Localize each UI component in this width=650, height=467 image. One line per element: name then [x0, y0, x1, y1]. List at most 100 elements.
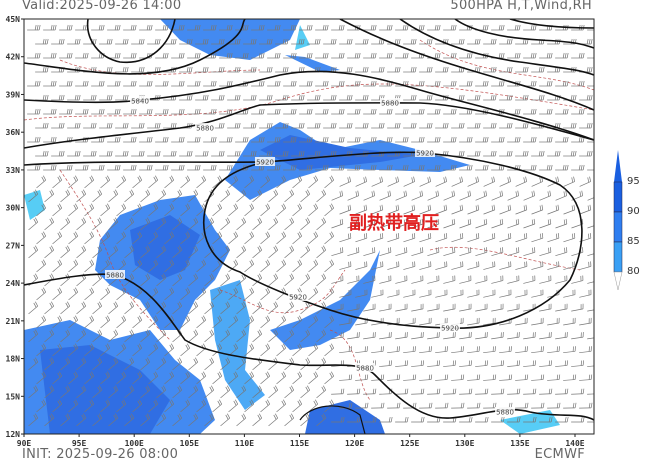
wind-barb — [83, 122, 97, 129]
wind-barb — [331, 80, 345, 87]
wind-barb — [212, 203, 223, 217]
wind-barb — [475, 218, 488, 229]
wind-barb — [491, 218, 504, 229]
rh-area — [210, 280, 265, 410]
wind-barb — [204, 413, 215, 427]
wind-barb — [156, 217, 167, 231]
wind-barb — [355, 289, 368, 298]
wind-barb — [99, 122, 113, 129]
wind-barb — [324, 175, 335, 189]
chart-title: 500HPA H,T,Wind,RH — [450, 0, 592, 13]
wind-barb — [268, 189, 279, 203]
wind-barb — [92, 413, 103, 427]
wind-barb — [515, 261, 528, 270]
wind-barb — [228, 259, 239, 273]
contour-line — [454, 19, 594, 49]
wind-barb — [539, 136, 553, 143]
border-line — [59, 59, 261, 75]
wind-barb — [28, 357, 39, 371]
lon-tick-label: 90E — [17, 439, 32, 448]
wind-barb — [427, 388, 441, 395]
wind-barb — [91, 108, 105, 115]
wind-barb — [315, 164, 329, 171]
wind-barb — [211, 94, 225, 101]
wind-barb — [331, 388, 345, 395]
wind-barb — [419, 38, 433, 45]
contour-label-bg — [495, 407, 515, 416]
wind-barb — [324, 287, 335, 301]
wind-barb — [355, 176, 367, 187]
wind-barb — [268, 245, 279, 259]
contour-label: 5880 — [381, 100, 399, 108]
wind-barb — [116, 399, 127, 413]
wind-barb — [299, 80, 313, 87]
wind-barb — [587, 336, 594, 340]
wind-barb — [107, 80, 121, 87]
wind-barb — [132, 343, 143, 357]
rh-area — [24, 190, 45, 220]
wind-barb — [555, 247, 568, 257]
wind-barb — [116, 175, 127, 189]
wind-barb — [491, 80, 505, 87]
wind-barb — [571, 332, 584, 340]
wind-barb — [331, 24, 345, 31]
wind-barb — [211, 66, 225, 73]
wind-barb — [219, 108, 233, 115]
wind-barb — [491, 360, 504, 367]
wind-barb — [555, 416, 569, 423]
wind-barb — [155, 108, 169, 115]
wind-barb — [155, 136, 169, 143]
wind-barb — [331, 332, 344, 340]
wind-barb — [251, 136, 265, 143]
wind-barb — [323, 122, 337, 129]
wind-barb — [435, 233, 448, 243]
wind-barb — [355, 402, 369, 409]
wind-barb — [371, 289, 384, 298]
wind-barb — [324, 371, 335, 385]
wind-barb — [363, 303, 376, 312]
wind-barb — [339, 233, 352, 243]
wind-barb — [523, 275, 536, 284]
wind-barb — [515, 122, 529, 129]
contour-label-bg — [105, 270, 125, 279]
wind-barb — [315, 52, 329, 59]
wind-barb — [563, 402, 577, 409]
wind-barb — [395, 247, 408, 257]
wind-barb — [292, 315, 303, 329]
wind-barb — [387, 261, 400, 270]
wind-barb — [315, 136, 329, 143]
wind-barb — [268, 273, 279, 287]
wind-barb — [491, 136, 505, 143]
wind-barb — [52, 343, 63, 357]
wind-barb — [300, 217, 311, 231]
wind-barb — [124, 189, 135, 203]
wind-barb — [451, 289, 464, 298]
wind-barb — [451, 122, 465, 129]
wind-barb — [347, 416, 361, 423]
wind-barb — [443, 190, 456, 201]
wind-barb — [523, 388, 537, 395]
wind-barb — [515, 374, 529, 381]
wind-barb — [284, 273, 295, 287]
wind-barb — [451, 38, 465, 45]
wind-barb — [379, 218, 392, 229]
contour-line — [24, 151, 583, 329]
wind-barb — [60, 245, 71, 259]
wind-barb — [188, 357, 199, 371]
wind-barb — [188, 329, 199, 343]
wind-barb — [275, 94, 289, 101]
wind-barb — [220, 273, 231, 287]
wind-barb — [539, 416, 553, 423]
wind-barb — [467, 122, 481, 129]
wind-barb — [467, 150, 481, 157]
wind-barb — [148, 259, 159, 273]
wind-barb — [147, 122, 161, 129]
wind-barb — [203, 136, 217, 143]
wind-barb — [60, 217, 71, 231]
wind-barb — [220, 245, 231, 259]
wind-barb — [187, 80, 201, 87]
wind-barb — [355, 38, 369, 45]
contour-line — [339, 19, 594, 111]
wind-barb — [211, 150, 225, 157]
wind-barb — [60, 301, 71, 315]
